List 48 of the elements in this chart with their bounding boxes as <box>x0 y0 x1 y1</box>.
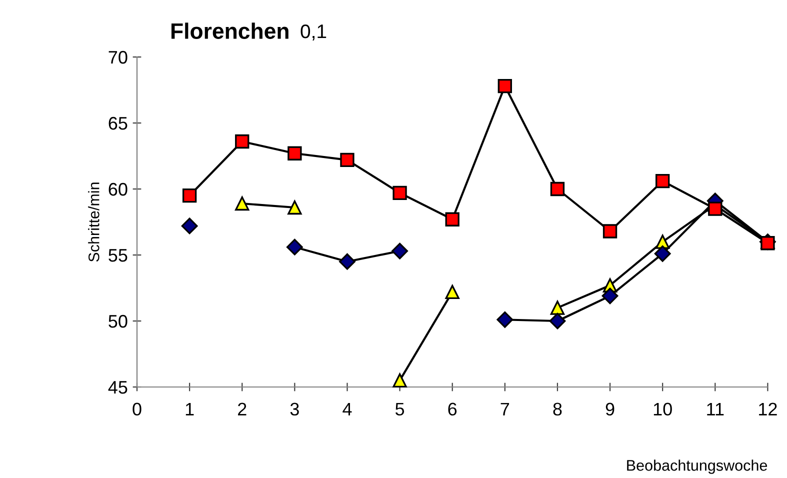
x-tick-label: 10 <box>654 402 672 416</box>
x-tick-label: 5 <box>395 402 404 416</box>
point <box>445 284 460 300</box>
x-tick-label: 12 <box>759 402 777 416</box>
point <box>445 212 460 226</box>
point <box>286 238 303 256</box>
point <box>235 196 250 211</box>
point <box>550 182 565 196</box>
point <box>181 218 198 234</box>
y-tick-label: 65 <box>108 116 128 130</box>
y-tick-label: 45 <box>108 381 128 394</box>
point <box>496 311 514 328</box>
y-tick-label: 70 <box>108 50 128 64</box>
x-tick-label: 6 <box>448 402 457 416</box>
point <box>182 188 197 203</box>
y-tick-label: 50 <box>108 314 128 328</box>
x-tick-label: 1 <box>186 402 194 416</box>
y-tick-label: 55 <box>108 249 128 262</box>
point <box>288 200 302 215</box>
x-axis-title: Beobachtungswoche <box>627 460 768 474</box>
x-tick-label: 0 <box>132 402 142 416</box>
point <box>549 312 566 330</box>
point <box>498 78 512 94</box>
point <box>602 288 618 304</box>
x-tick-label: 3 <box>290 402 299 416</box>
y-axis-title: Schritte/min <box>88 182 100 262</box>
x-tick-label: 11 <box>707 402 724 416</box>
x-tick-label: 9 <box>606 402 614 416</box>
y-tick-label: 60 <box>108 182 128 196</box>
point <box>392 186 407 200</box>
point <box>708 202 722 216</box>
point <box>288 146 302 160</box>
point <box>340 152 354 168</box>
x-tick-label: 2 <box>238 402 246 416</box>
point <box>654 245 671 262</box>
x-tick-label: 4 <box>342 402 352 416</box>
point <box>550 300 565 315</box>
point <box>656 174 670 188</box>
point <box>339 253 356 270</box>
chart-subtitle: 0,1 <box>300 24 326 41</box>
x-tick-label: 7 <box>500 402 510 416</box>
point <box>392 242 408 260</box>
point <box>392 373 407 388</box>
x-tick-label: 8 <box>553 402 562 416</box>
point <box>602 224 618 238</box>
point <box>760 236 775 250</box>
point <box>235 134 250 149</box>
chart-title: Florenchen <box>171 22 288 39</box>
